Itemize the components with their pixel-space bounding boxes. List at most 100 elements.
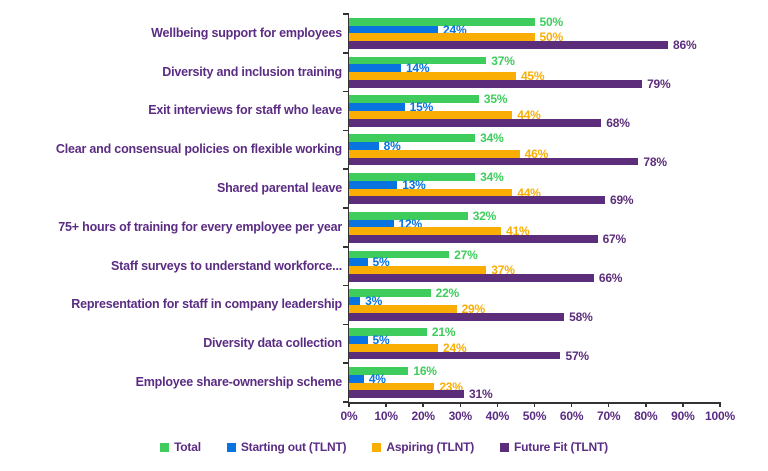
bar-future-fit-tlnt [349, 351, 561, 360]
bar-value-label: 14% [405, 61, 430, 76]
x-axis-tick-label: 40% [485, 409, 510, 423]
bar-value-label: 29% [461, 301, 486, 316]
bar-total [349, 211, 468, 220]
legend-item: Total [160, 440, 201, 454]
bar-value-label: 44% [517, 185, 541, 200]
legend-label: Aspiring (TLNT) [386, 440, 475, 454]
x-axis-tick [496, 402, 499, 407]
legend-swatch-icon [372, 442, 382, 452]
x-axis-tick [682, 402, 684, 407]
y-axis-tick [342, 52, 349, 54]
x-axis-tick [645, 402, 647, 407]
bar-value-label: 46% [524, 146, 549, 161]
x-axis-tick-label: 30% [448, 409, 473, 423]
bar-value-label: 24% [443, 22, 467, 37]
bar-value-label: 3% [365, 294, 383, 309]
bar-value-label: 69% [609, 193, 634, 208]
x-axis-tick [348, 402, 350, 407]
bar-value-label: 15% [409, 100, 434, 115]
x-axis-tick-label: 20% [411, 409, 435, 423]
legend-item: Future Fit (TLNT) [500, 440, 608, 454]
bar-total [349, 17, 535, 26]
y-axis-tick [342, 90, 349, 93]
bar-future-fit-tlnt [349, 235, 598, 243]
category-label: Wellbeing support for employees [151, 25, 342, 40]
category-label: Diversity and inclusion training [162, 64, 342, 79]
bar-value-label: 35% [483, 92, 508, 107]
bar-aspiring-tlnt [349, 343, 439, 352]
bar-future-fit-tlnt [349, 80, 643, 88]
category-label: 75+ hours of training for every employee… [58, 219, 342, 234]
bar-total [349, 56, 487, 65]
y-axis-tick [342, 246, 349, 248]
legend-item: Starting out (TLNT) [226, 440, 347, 454]
y-axis-tick [342, 362, 349, 364]
bar-future-fit-tlnt [349, 390, 464, 399]
bar-starting-out-tlnt [349, 297, 361, 305]
bar-future-fit-tlnt [349, 118, 602, 127]
bar-value-label: 4% [368, 371, 386, 386]
bar-value-label: 86% [673, 38, 697, 53]
bar-value-label: 34% [480, 131, 504, 146]
x-axis-tick [459, 402, 462, 407]
bar-starting-out-tlnt [349, 103, 405, 111]
bar-value-label: 13% [402, 177, 426, 192]
category-label: Exit interviews for staff who leave [148, 103, 342, 118]
bar-aspiring-tlnt [349, 305, 457, 313]
x-axis-tick-label: 90% [671, 409, 695, 423]
y-axis-tick [342, 284, 349, 287]
legend-label: Starting out (TLNT) [240, 440, 347, 454]
x-axis-tick [385, 402, 387, 407]
bar-value-label: 24% [443, 340, 467, 355]
bar-total [349, 250, 450, 259]
bar-value-label: 12% [398, 216, 423, 231]
bar-starting-out-tlnt [349, 142, 379, 150]
x-axis-tick [607, 402, 610, 407]
bar-value-label: 78% [643, 154, 667, 169]
bar-value-label: 21% [431, 325, 456, 340]
bar-aspiring-tlnt [349, 33, 535, 42]
x-axis-tick-label: 10% [374, 409, 398, 423]
category-label: Employee share-ownership scheme [135, 375, 343, 390]
bar-value-label: 50% [539, 30, 564, 45]
bar-value-label: 27% [454, 247, 478, 262]
legend-label: Total [174, 440, 201, 454]
bar-value-label: 37% [491, 263, 515, 278]
bar-value-label: 5% [372, 255, 390, 270]
category-label: Clear and consensual policies on flexibl… [55, 142, 342, 157]
x-axis-tick [719, 402, 721, 407]
y-axis-tick [342, 13, 349, 15]
bar-total [349, 289, 431, 298]
bar-total [349, 367, 409, 375]
bar-starting-out-tlnt [349, 219, 394, 228]
legend-item: Aspiring (TLNT) [372, 440, 474, 454]
y-axis-tick [342, 207, 349, 209]
bar-future-fit-tlnt [349, 41, 669, 49]
bar-value-label: 50% [539, 14, 564, 29]
bar-value-label: 68% [606, 115, 630, 130]
bar-value-label: 79% [647, 76, 671, 91]
x-axis-tick-label: 100% [705, 409, 735, 423]
bar-aspiring-tlnt [349, 111, 513, 119]
bar-value-label: 58% [569, 309, 593, 324]
bar-value-label: 31% [469, 387, 493, 402]
bar-value-label: 22% [435, 286, 460, 301]
y-axis-tick [342, 323, 349, 326]
bar-value-label: 5% [372, 332, 390, 347]
bar-value-label: 66% [598, 270, 623, 285]
category-label: Staff surveys to understand workforce... [111, 258, 342, 273]
bar-aspiring-tlnt [349, 266, 487, 274]
legend-swatch-icon [160, 442, 170, 452]
category-label: Representation for staff in company lead… [71, 297, 342, 312]
bar-value-label: 23% [439, 379, 463, 394]
x-axis-tick-label: 70% [596, 409, 621, 423]
legend-swatch-icon [226, 442, 236, 452]
x-axis-tick-label: 50% [522, 409, 547, 423]
y-axis-tick [342, 168, 349, 170]
category-label: Diversity data collection [203, 336, 342, 351]
x-axis-tick [422, 402, 424, 407]
bar-value-label: 67% [602, 232, 627, 247]
x-axis-tick-label: 0% [340, 409, 358, 423]
bar-aspiring-tlnt [349, 382, 435, 391]
